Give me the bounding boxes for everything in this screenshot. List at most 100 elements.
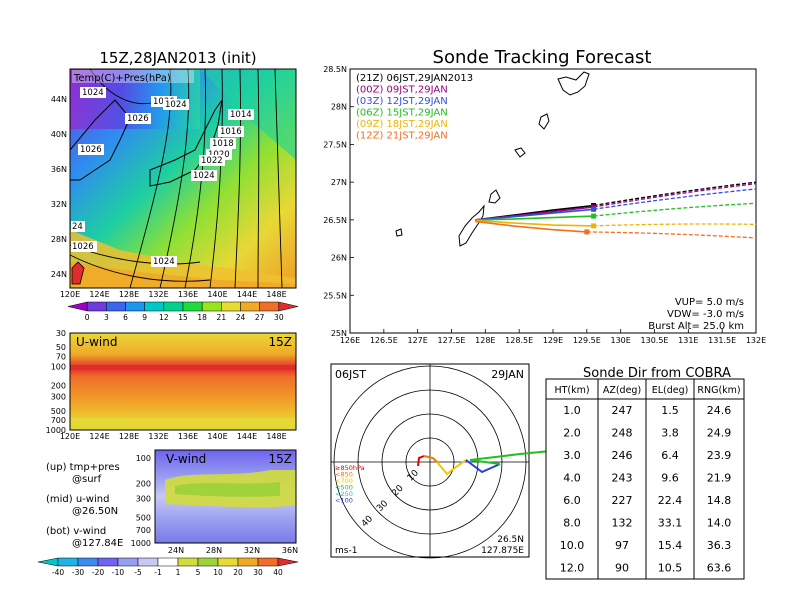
polar-time: 06JST [335,368,366,381]
uwind-x-ticks: 120E 124E 128E 132E 136E 140E 144E 148E [60,432,287,441]
vwind-colorbar: -40 -30 -20 -10 -5 -1 1 5 10 20 30 40 [37,557,299,577]
vwind-x-tick-label: 24N [168,546,184,555]
contour-label: 1026 [72,242,94,252]
vwind-y-tick-label: 300 [136,495,151,504]
colorbar-swatch [86,301,107,312]
contour-label: 1024 [82,88,104,98]
panel-notes: (up) tmp+pres @surf (mid) u-wind @26.50N… [46,462,123,549]
colorbar-swatch [240,301,260,312]
map-lon-tick-label: 144E [237,290,257,299]
table-cell: 10.5 [658,562,683,575]
burst-point [584,229,590,235]
uwind-panel: U-wind 15Z [69,332,297,431]
vwind-colorbar-tick-label: 5 [196,568,201,577]
colorbar-swatch [201,301,222,312]
vdw-label: VDW= -3.0 m/s [667,309,744,320]
table-cell: 36.3 [707,539,732,552]
launch-time-label: (12Z) 21JST,29JAN [356,131,448,142]
table-title: Sonde Dir from COBRA [583,366,731,381]
table-cell: 3.0 [563,449,581,462]
table-frame [545,378,745,580]
map-lon-tick-label: 148E [266,290,286,299]
uwind-y-tick-label: 30 [56,329,66,338]
colorbar-swatch [182,301,203,312]
vwind-colorbar-tick-label: 1 [176,568,181,577]
contour-label: 1024 [193,171,215,181]
colorbar-tick-label: 6 [123,313,128,322]
map-lat-tick-label: 24N [51,270,67,279]
map-lat-tick-label: 44N [51,95,67,104]
uwind-y-tick-label: 700 [51,416,66,425]
level-legend-label: <700 [335,477,353,485]
burst-label: Burst Alt= 25.0 km [648,321,744,332]
uwind-y-tick-label: 50 [56,343,66,352]
vwind-x-tick-label: 36N [282,546,298,555]
map-lat-ticks: 44N 40N 36N 32N 28N 24N [51,95,67,279]
cobra-table: HT(km) AZ(deg) EL(deg) RNG(km) 1.0 247 1.5 24.6… [545,378,745,580]
table-cell: 24.9 [707,427,732,440]
vwind-colorbar-tick-label: -30 [72,568,84,577]
contour-label: 1022 [201,156,223,166]
forecast-x-tick-label: 126E [340,336,360,345]
forecast-x-tick-label: 126.5E [370,336,398,345]
table-cell: 22.4 [658,494,683,507]
forecast-x-tick-label: 132E [746,336,766,345]
descent-track [593,223,757,227]
table-cell: 9.6 [661,472,679,485]
note-up-line2: @surf [72,474,102,485]
table-cell: 6.0 [563,494,581,507]
forecast-y-tick-label: 25N [331,329,347,338]
colorbar-swatch [67,301,88,312]
map-lon-ticks: 120E 124E 128E 132E 136E 140E 144E 148E [60,290,287,299]
uwind-x-tick-label: 148E [266,432,286,441]
uwind-y-tick-label: 200 [51,381,66,390]
vwind-y-tick-label: 700 [136,526,151,535]
map-lon-tick-label: 132E [148,290,168,299]
vwind-colorbar-swatch [57,557,79,567]
colorbar-tick-label: 15 [178,313,188,322]
descent-track [593,202,757,217]
burst-point [591,223,597,229]
contour-label: 1024 [165,100,187,110]
colorbar-swatch [163,301,184,312]
table-cell: 3.8 [661,427,679,440]
burst-point [591,213,597,219]
table-cell: 15.4 [658,539,683,552]
map-lon-tick-label: 128E [119,290,139,299]
vwind-panel: V-wind 15Z [154,449,297,544]
vwind-colorbar-tick-label: -1 [154,568,162,577]
forecast-x-tick-label: 128.5E [505,336,533,345]
colorbar-swatch [125,301,145,312]
map-lon-tick-label: 124E [89,290,109,299]
forecast-x-tick-label: 128E [475,336,495,345]
map-field-label: Temp(C)+Pres(hPa) [73,73,171,84]
table-cell: 14.0 [707,517,732,530]
vwind-colorbar-swatch [177,557,199,567]
forecast-y-tick-label: 28N [331,103,347,112]
note-mid-line2: @26.50N [72,506,118,517]
polar-unit: ms-1 [335,546,357,556]
vwind-colorbar-tick-label: -5 [134,568,142,577]
vwind-x-tick-label: 28N [206,546,222,555]
level-legend-label: <500 [335,484,353,492]
contour-label: 1014 [230,110,252,120]
uwind-y-tick-label: 1000 [46,426,66,435]
note-mid-line1: (mid) u-wind [46,494,109,505]
vwind-y-tick-label: 500 [136,513,151,522]
table-cell: 246 [612,449,633,462]
table-cell: 247 [612,404,633,417]
table-header-cell: RNG(km) [697,385,740,396]
map-lat-tick-label: 28N [51,235,67,244]
vwind-colorbar-swatch [277,557,299,567]
forecast-x-tick-label: 131E [678,336,698,345]
forecast-x-tick-label: 131.5E [708,336,736,345]
table-cell: 97 [615,539,629,552]
colorbar-swatch [106,301,126,312]
vwind-time: 15Z [269,452,293,466]
descent-track [586,231,757,239]
map-lon-tick-label: 120E [60,290,80,299]
contour-label: 24 [72,222,83,232]
forecast-coastlines [395,71,590,247]
forecast-x-tick-label: 130.5E [641,336,669,345]
